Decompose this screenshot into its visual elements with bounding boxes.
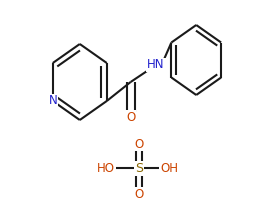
Text: O: O: [126, 111, 135, 124]
Text: O: O: [134, 138, 143, 150]
Text: OH: OH: [160, 161, 178, 175]
Text: HN: HN: [147, 58, 165, 71]
Text: HO: HO: [97, 161, 115, 175]
Text: N: N: [48, 95, 57, 108]
Text: S: S: [135, 161, 143, 175]
Text: O: O: [134, 187, 143, 201]
